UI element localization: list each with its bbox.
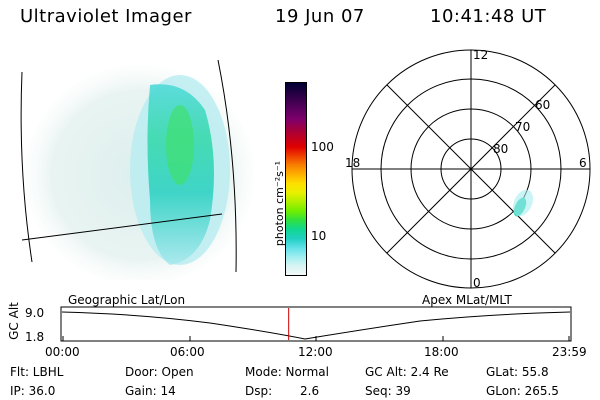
instrument-title: Ultraviolet Imager <box>20 6 192 27</box>
ip-info: IP: 36.0 <box>10 384 56 398</box>
glon-info: GLon: 265.5 <box>486 384 559 398</box>
dsp-value: 2.6 <box>300 384 320 398</box>
timeline-ylabel: GC Alt <box>7 302 21 340</box>
xtick-label-1800: 18:00 <box>424 345 459 359</box>
xtick-label-0600: 06:00 <box>170 345 205 359</box>
longitude-line-left <box>20 71 33 263</box>
mode-info: Mode: Normal <box>245 365 329 379</box>
lat-label-70: 70 <box>515 120 530 134</box>
colorbar-tick-10: 10 <box>311 229 327 243</box>
auroral-core <box>166 105 194 185</box>
date-label: 19 Jun 07 <box>275 6 365 27</box>
door-info: Door: Open <box>125 365 194 379</box>
mlt-label-12: 12 <box>473 48 488 62</box>
mlt-label-0: 0 <box>473 276 481 290</box>
timeline-ytick-top: 9.0 <box>25 306 45 320</box>
gc-alt-info: GC Alt: 2.4 Re <box>365 365 449 379</box>
timeline-left-label: Geographic Lat/Lon <box>68 293 186 307</box>
mlt-label-6: 6 <box>579 156 587 170</box>
time-label: 10:41:48 UT <box>430 6 547 27</box>
filter-info: Flt: LBHL <box>10 365 64 379</box>
geographic-image-panel <box>20 59 255 280</box>
glat-info: GLat: 55.8 <box>486 365 549 379</box>
polar-diagonal-2 <box>386 84 556 254</box>
timeline-right-label: Apex MLat/MLT <box>422 293 512 307</box>
xtick-label-2359: 23:59 <box>552 345 587 359</box>
polar-plot: 12 18 6 0 60 70 80 <box>345 48 591 290</box>
dsp-label: Dsp: <box>245 384 273 398</box>
orbit-timeline <box>60 306 572 342</box>
lat-label-80: 80 <box>493 142 508 156</box>
latitude-line <box>21 213 223 241</box>
xtick-label-0000: 00:00 <box>45 345 80 359</box>
altitude-curve <box>61 311 571 340</box>
colorbar-label: photon cm⁻²s⁻¹ <box>273 160 286 247</box>
polar-aurora-glow <box>512 189 534 217</box>
seq-info: Seq: 39 <box>365 384 411 398</box>
colorbar-gradient <box>286 83 306 275</box>
xtick-label-1200: 12:00 <box>298 345 333 359</box>
colorbar-tick-100: 100 <box>311 140 334 154</box>
gain-info: Gain: 14 <box>125 384 176 398</box>
mlt-label-18: 18 <box>345 156 360 170</box>
timeline-frame <box>60 306 572 342</box>
lat-label-60: 60 <box>535 98 550 112</box>
colorbar <box>285 82 307 276</box>
longitude-line-right <box>217 59 237 273</box>
timeline-ytick-bottom: 1.8 <box>25 330 45 344</box>
